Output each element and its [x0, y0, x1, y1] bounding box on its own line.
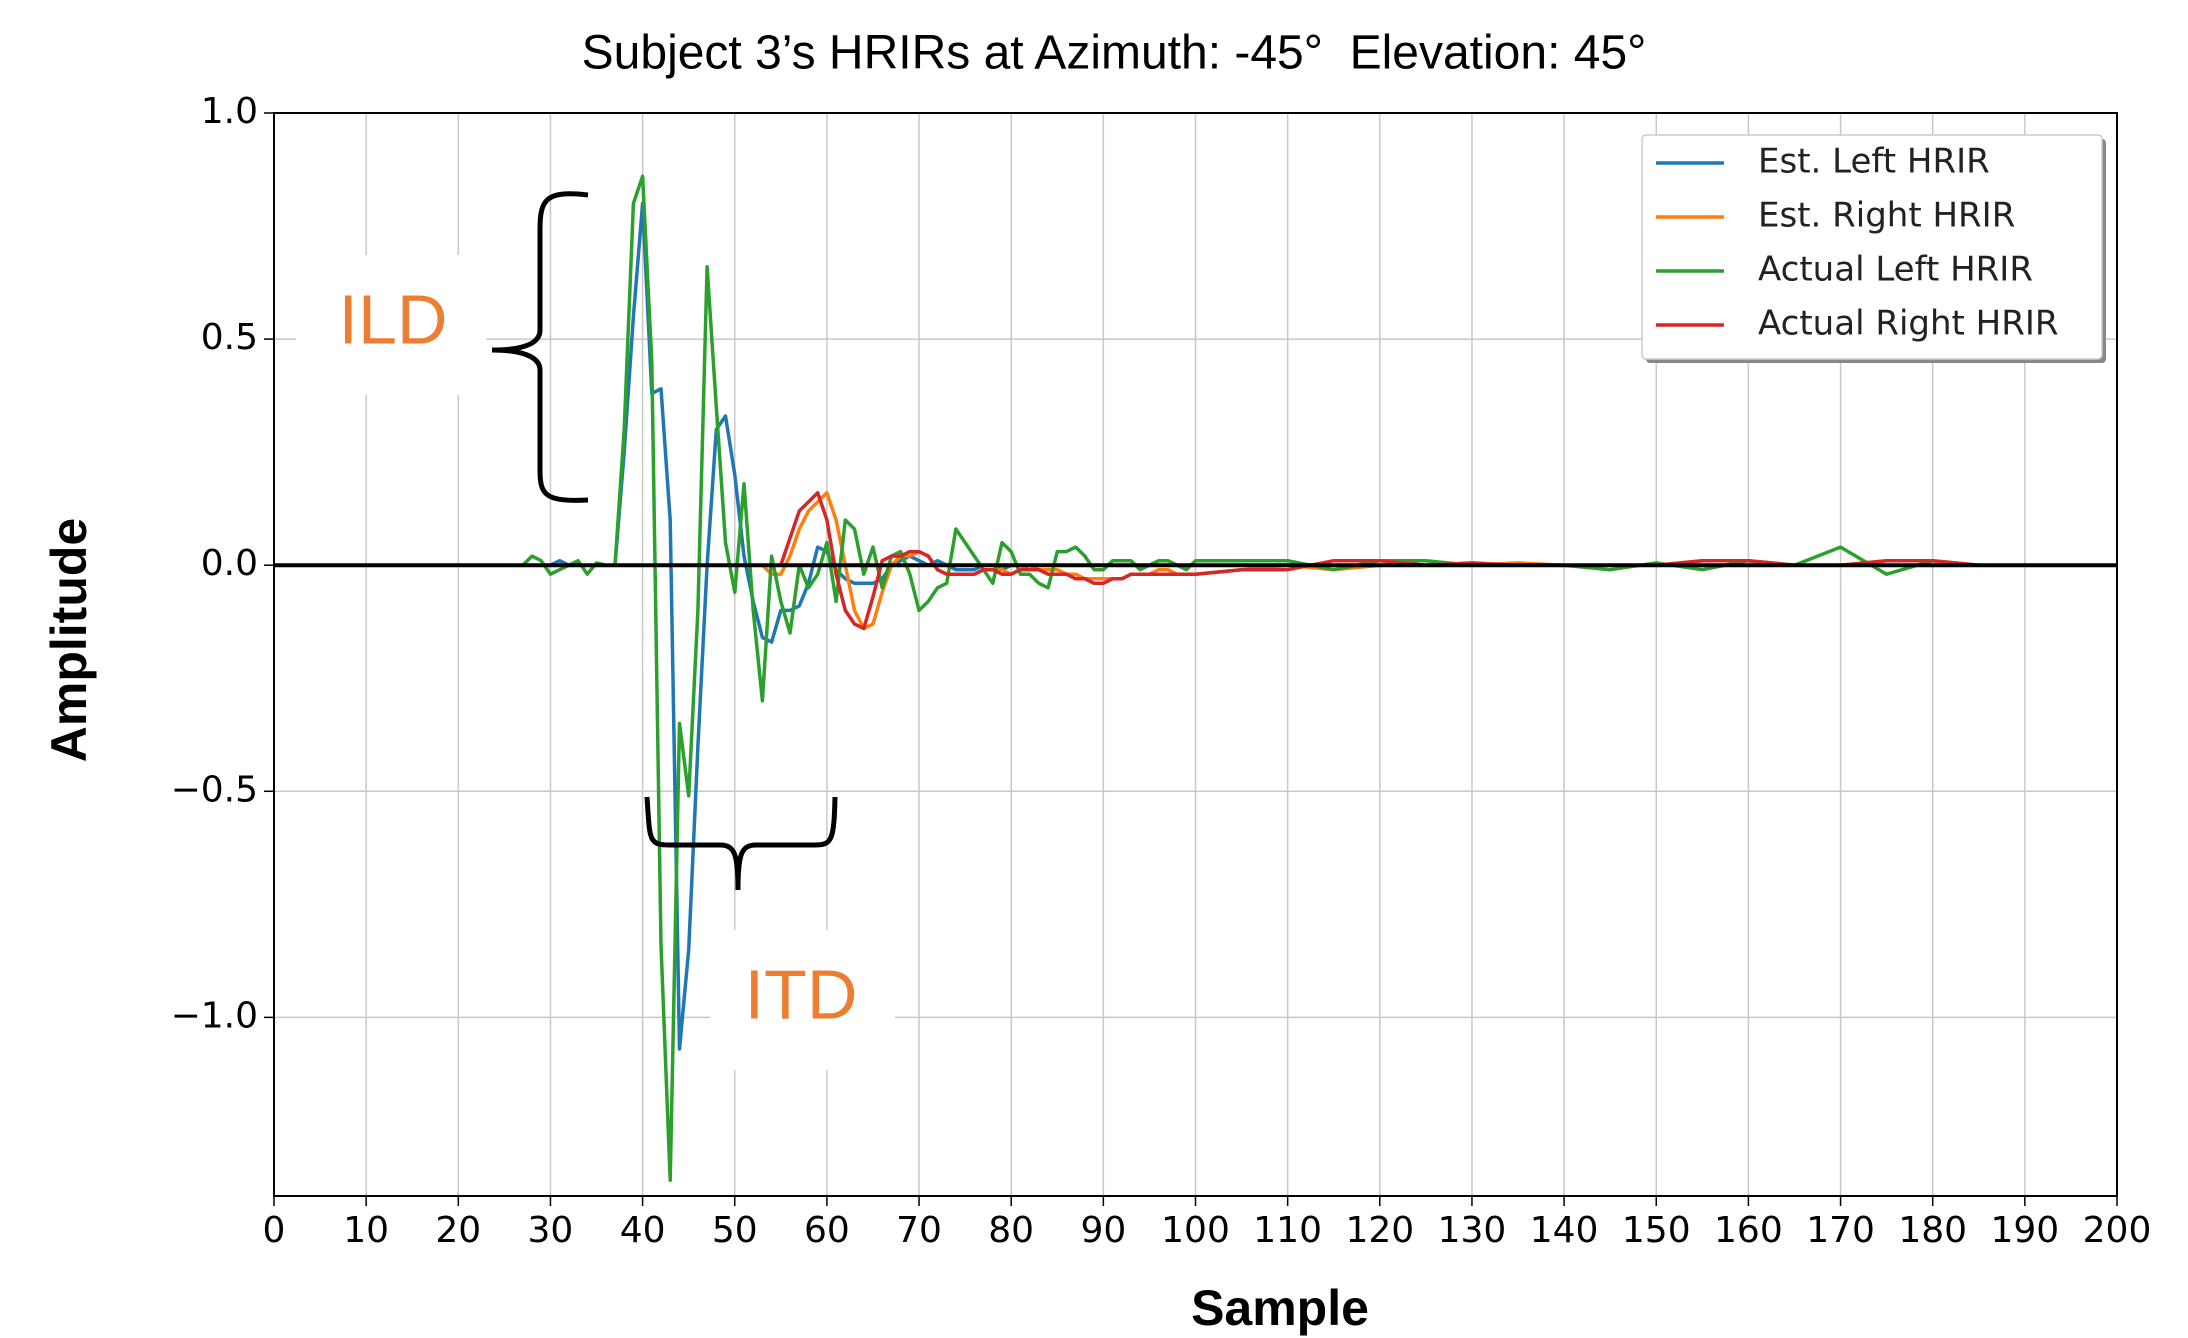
x-tick-label: 170 [1806, 1210, 1875, 1251]
x-axis-label: Sample [1191, 1280, 1369, 1336]
x-tick-label: 70 [896, 1210, 942, 1251]
annotation: ILD [339, 280, 448, 358]
x-tick-label: 10 [343, 1210, 389, 1251]
x-tick-label: 90 [1080, 1210, 1126, 1251]
chart-title: Subject 3’s HRIRs at Azimuth: -45° Eleva… [582, 27, 1647, 80]
x-tick-label: 80 [988, 1210, 1034, 1251]
legend-label: Actual Right HRIR [1758, 304, 2059, 344]
x-tick-label: 20 [435, 1210, 481, 1251]
legend-label: Est. Left HRIR [1758, 142, 1990, 182]
x-tick-label: 40 [620, 1210, 666, 1251]
brace [644, 796, 838, 891]
annotation: ITD [745, 955, 858, 1033]
x-tick-label: 200 [2083, 1210, 2152, 1251]
y-axis-label: Amplitude [41, 518, 97, 762]
legend-box [1641, 134, 2103, 360]
x-tick-label: 160 [1714, 1210, 1783, 1251]
x-tick-label: 140 [1530, 1210, 1599, 1251]
plot-frame [273, 112, 2118, 1197]
x-tick-label: 130 [1438, 1210, 1507, 1251]
annotation-bg [710, 930, 895, 1070]
y-tick-label: −0.5 [171, 769, 258, 810]
y-tick-label: 1.0 [201, 91, 258, 132]
brace [491, 191, 589, 503]
x-tick-label: 180 [1898, 1210, 1967, 1251]
legend-label: Est. Right HRIR [1758, 196, 2015, 236]
x-tick-label: 100 [1161, 1210, 1230, 1251]
x-tick-label: 150 [1622, 1210, 1691, 1251]
x-tick-label: 110 [1253, 1210, 1322, 1251]
x-tick-label: 30 [528, 1210, 574, 1251]
x-tick-label: 60 [804, 1210, 850, 1251]
y-tick-label: 0.5 [201, 317, 258, 358]
x-tick-label: 190 [1990, 1210, 2059, 1251]
annotation-bg [296, 255, 486, 395]
x-tick-label: 0 [263, 1210, 286, 1251]
x-tick-label: 120 [1345, 1210, 1414, 1251]
legend-label: Actual Left HRIR [1758, 250, 2033, 290]
y-tick-label: 0.0 [201, 543, 258, 584]
y-tick-label: −1.0 [171, 995, 258, 1036]
x-tick-label: 50 [712, 1210, 758, 1251]
